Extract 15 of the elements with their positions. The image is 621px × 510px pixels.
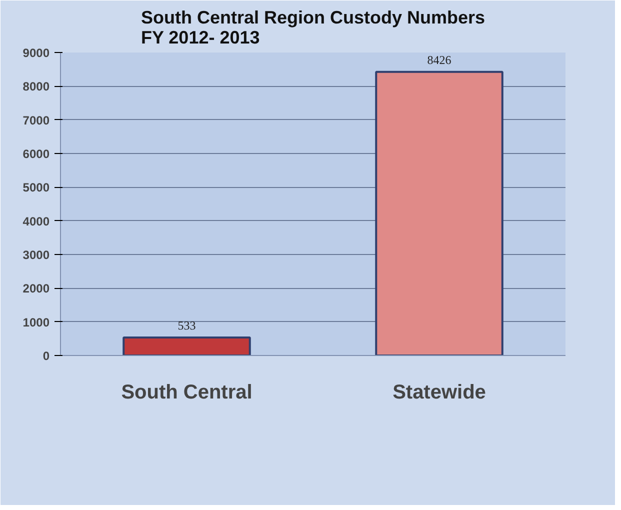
chart-title: South Central Region Custody Numbers FY 2012- 2013 xyxy=(140,8,486,48)
x-tick-label: South Central xyxy=(121,382,252,404)
y-tick-label: 0 xyxy=(42,349,50,363)
y-tick-label: 3000 xyxy=(22,248,50,262)
y-tick-label: 7000 xyxy=(22,113,50,128)
y-tick-label: 1000 xyxy=(22,315,50,330)
y-tick-label: 2000 xyxy=(22,282,50,296)
y-tick-label: 8000 xyxy=(22,80,50,94)
data-label: 533 xyxy=(178,318,196,333)
x-tick-label: Statewide xyxy=(392,382,486,404)
y-tick-label: 9000 xyxy=(22,46,50,60)
data-label: 8426 xyxy=(427,52,452,67)
y-tick-label: 5000 xyxy=(22,180,50,195)
y-tick-label: 6000 xyxy=(22,147,50,161)
y-tick-label: 4000 xyxy=(22,214,50,228)
